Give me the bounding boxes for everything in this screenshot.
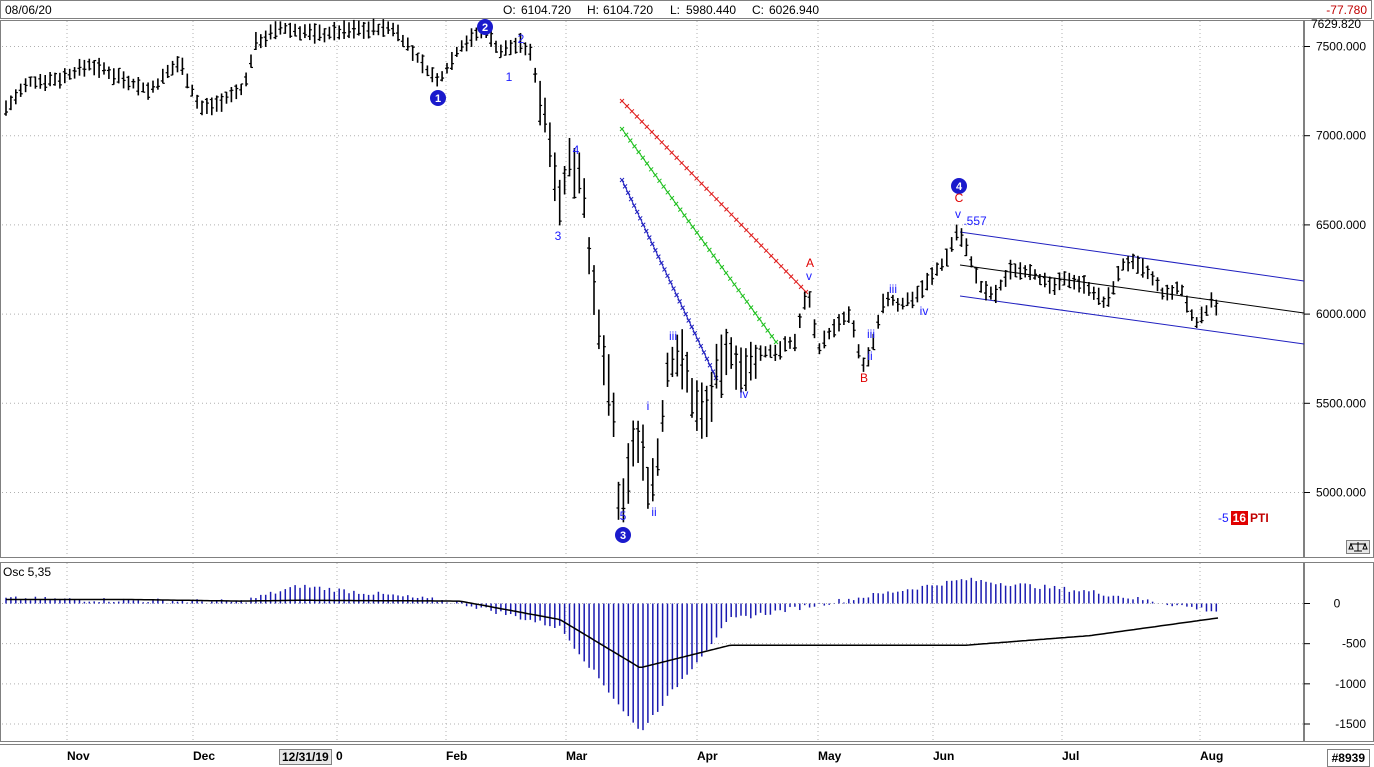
high-value: 6104.720 (603, 3, 654, 17)
cursor-date-suffix: 0 (336, 749, 343, 763)
header-date: 08/06/20 (5, 3, 52, 17)
scale-icon[interactable] (1346, 540, 1370, 554)
pti-value: 16 (1230, 511, 1249, 525)
price-axis (1304, 20, 1374, 558)
open-label: O: (503, 3, 516, 17)
pti-indicator: -5 16 PTI (1218, 511, 1269, 525)
month-label: Feb (446, 749, 468, 763)
chart-identifier: #8939 (1326, 749, 1370, 767)
cursor-date[interactable]: 12/31/19 (279, 749, 332, 765)
month-label: Dec (193, 749, 216, 763)
oscillator-axis (1304, 562, 1374, 742)
month-label: Aug (1200, 749, 1224, 763)
month-label: Jul (1062, 749, 1080, 763)
month-label: Nov (67, 749, 90, 763)
open-value: 6104.720 (521, 3, 572, 17)
low-value: 5980.440 (686, 3, 737, 17)
time-axis: Nov Dec 12/31/19 0 Feb Mar Apr May Jun J… (0, 744, 1374, 767)
quote-header: 08/06/20 O: 6104.720 H: 6104.720 L: 5980… (0, 0, 1372, 19)
close-value: 6026.940 (769, 3, 820, 17)
month-label: Jun (933, 749, 955, 763)
price-panel[interactable] (0, 20, 1304, 558)
month-label: Apr (697, 749, 718, 763)
oscillator-title: Osc 5,35 (3, 565, 52, 579)
high-label: H: (587, 3, 599, 17)
low-label: L: (670, 3, 681, 17)
close-label: C: (752, 3, 764, 17)
month-label: Mar (566, 749, 588, 763)
pti-prefix: -5 (1218, 511, 1229, 525)
change-value: -77.780 (1326, 3, 1367, 17)
oscillator-panel[interactable] (0, 562, 1304, 742)
month-label: May (818, 749, 842, 763)
pti-label: PTI (1250, 511, 1269, 525)
